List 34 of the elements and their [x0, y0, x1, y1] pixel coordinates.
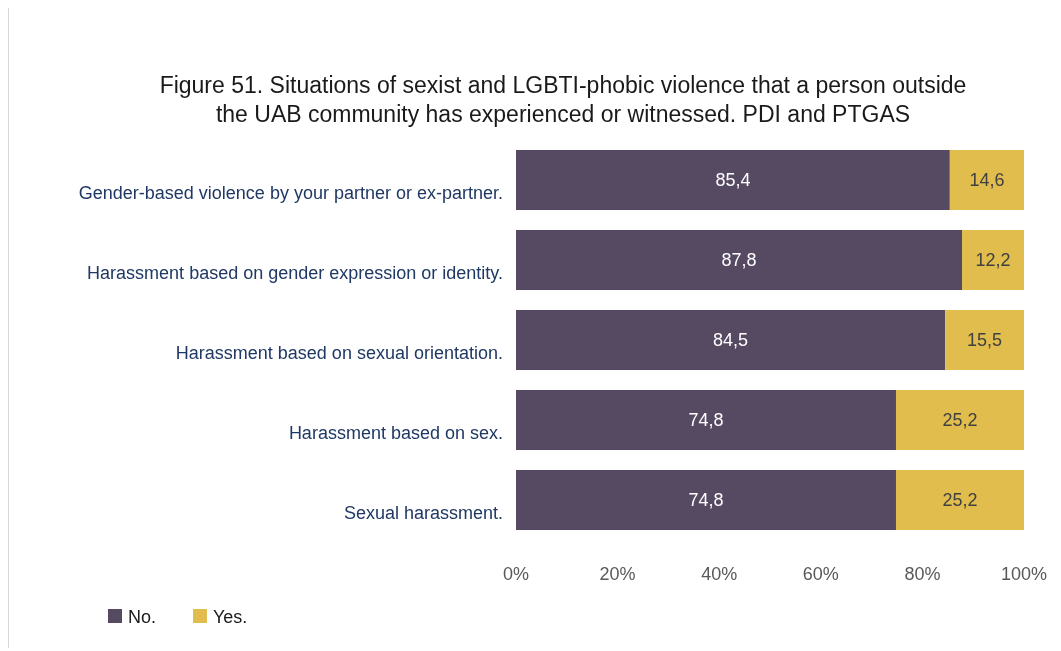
- data-label: 85,4: [715, 170, 751, 191]
- chart-title: Figure 51. Situations of sexist and LGBTI-phobic violence that a person outside the UAB community has experienced or witnessed. PDI and PTGAS: [159, 72, 967, 127]
- legend-label: Yes.: [213, 607, 248, 627]
- data-label: 14,6: [969, 170, 1005, 191]
- data-label: 74,8: [688, 410, 724, 431]
- y-tick-label: Harassment based on sexual orientation.: [175, 343, 503, 363]
- data-label: 25,2: [942, 410, 978, 431]
- data-label: 74,8: [688, 490, 724, 511]
- y-tick-label: Sexual harassment.: [343, 503, 503, 523]
- bar: [895, 390, 1024, 450]
- data-label: 12,2: [975, 250, 1011, 271]
- x-tick-label: 80%: [904, 564, 941, 584]
- bar: [962, 230, 1024, 290]
- bar: [516, 150, 950, 210]
- data-label: 25,2: [942, 490, 978, 511]
- y-tick-label: Harassment based on sex.: [288, 423, 503, 443]
- bar: [516, 230, 963, 290]
- bar: [945, 310, 1024, 370]
- y-tick-label: Gender-based violence by your partner or ex-partner.: [78, 183, 503, 203]
- x-tick-label: 20%: [599, 564, 636, 584]
- x-tick-label: 100%: [1000, 564, 1048, 584]
- bar: [949, 150, 1024, 210]
- legend-label: No.: [128, 607, 157, 627]
- x-tick-label: 0%: [502, 564, 530, 584]
- data-label: 87,8: [721, 250, 757, 271]
- bar: [895, 470, 1024, 530]
- data-label: 15,5: [967, 330, 1003, 351]
- y-tick-label: Harassment based on gender expression or identity.: [87, 263, 503, 283]
- bar: [516, 390, 896, 450]
- bar: [516, 470, 896, 530]
- x-tick-label: 40%: [701, 564, 738, 584]
- bar: [516, 310, 946, 370]
- x-tick-label: 60%: [802, 564, 839, 584]
- data-label: 84,5: [713, 330, 749, 351]
